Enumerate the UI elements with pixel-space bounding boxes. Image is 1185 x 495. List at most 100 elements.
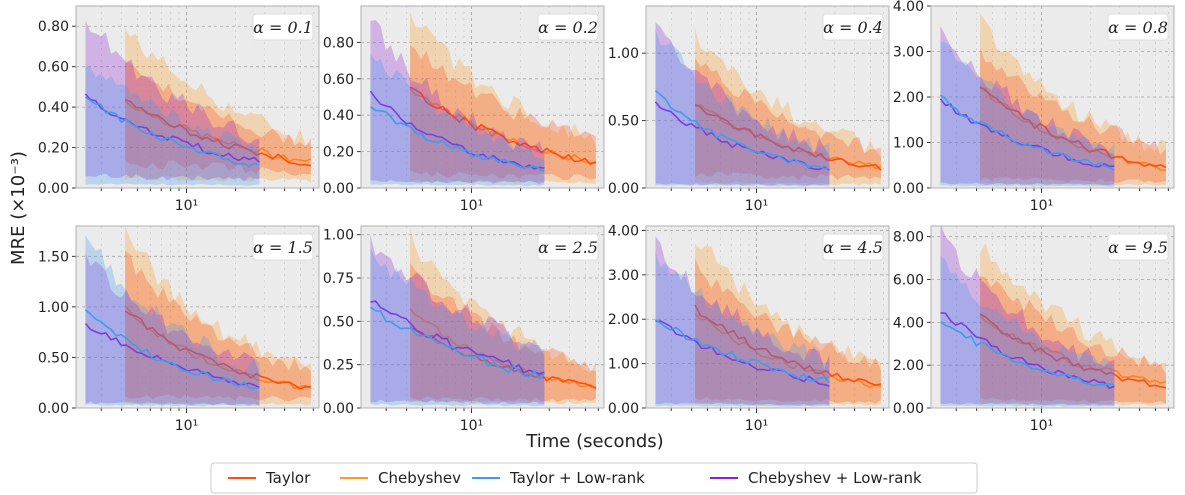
ytick-label: 2.00 (608, 312, 639, 328)
ytick-label: 0.50 (608, 114, 639, 130)
band-taylor-low-rank (940, 255, 1115, 407)
ytick-label: 0.60 (323, 72, 354, 88)
ytick-label: 0.50 (323, 314, 354, 330)
band-taylor (980, 276, 1166, 404)
band-chebyshev (410, 228, 596, 405)
alpha-label: α = 0.1 (253, 18, 313, 37)
panel-2: 0.00 0.20 0.40 0.60 0.80 10¹ α = 0.2 (323, 5, 605, 214)
band-chebyshev-low-rank (370, 235, 545, 405)
line-taylor-low-rank (84, 309, 260, 390)
band-chebyshev (980, 13, 1166, 186)
alpha-label-box (822, 233, 884, 261)
legend-box (210, 462, 978, 494)
band-chebyshev (410, 12, 596, 185)
line-taylor-low-rank (939, 94, 1115, 171)
plot-frame (930, 225, 1175, 409)
xtick-label: 10¹ (175, 198, 198, 214)
ytick-label: 4.00 (893, 315, 924, 331)
alpha-label: α = 2.5 (538, 238, 598, 257)
band-taylor (695, 57, 881, 181)
band-chebyshev-low-rank (370, 20, 545, 185)
line-taylor-low-rank (654, 90, 830, 170)
ytick-label: 2.00 (893, 358, 924, 374)
series-group (84, 20, 312, 187)
line-taylor (124, 310, 311, 390)
series-group (370, 228, 597, 407)
line-taylor-low-rank (369, 106, 545, 173)
band-taylor-low-rank (85, 235, 260, 407)
panel-6: 0.00 0.25 0.50 0.75 1.00 10¹ α = 2.5 (323, 225, 605, 434)
series-group (654, 22, 882, 187)
alpha-label-box (252, 233, 314, 261)
legend-label-taylor: Taylor (265, 469, 311, 487)
ytick-label: 1.50 (38, 249, 69, 265)
band-chebyshev (125, 226, 311, 406)
alpha-label: α = 0.8 (1108, 18, 1168, 37)
band-taylor (695, 257, 881, 404)
line-taylor (979, 86, 1167, 169)
ytick-label: 0.75 (323, 271, 354, 287)
ytick-label: 0.80 (323, 35, 354, 51)
band-chebyshev-low-rank (655, 236, 830, 406)
ytick-label: 0.00 (38, 181, 69, 197)
panels: 0.00 0.20 0.40 0.60 0.80 10¹ α = 0.1 0.00 0.20 0.… (38, 0, 1175, 434)
ytick-label: 1.00 (323, 228, 354, 244)
line-chebyshev-low-rank (369, 90, 545, 170)
band-taylor-low-rank (940, 41, 1115, 187)
series-group (84, 226, 312, 407)
band-taylor-low-rank (370, 53, 545, 187)
ytick-label: 1.00 (608, 46, 639, 62)
alpha-label-box (1107, 233, 1169, 261)
ytick-label: 0.40 (38, 100, 69, 116)
band-taylor (980, 47, 1166, 183)
legend-label-chebyshev-lowrank: Chebyshev + Low-rank (748, 469, 922, 487)
series-group (939, 13, 1167, 187)
ytick-label: 8.00 (893, 230, 924, 246)
ytick-label: 0.60 (38, 60, 69, 76)
alpha-label: α = 1.5 (253, 238, 313, 257)
plot-frame (645, 5, 890, 189)
line-taylor (409, 326, 597, 389)
ytick-label: 3.00 (608, 268, 639, 284)
ytick-label: 1.00 (38, 300, 69, 316)
xtick-label: 10¹ (460, 198, 483, 214)
line-taylor-low-rank (84, 96, 260, 168)
band-chebyshev-low-rank (655, 22, 830, 186)
band-taylor (125, 62, 311, 176)
line-chebyshev-low-rank (84, 93, 260, 163)
xtick-label: 10¹ (745, 198, 768, 214)
xtick-label: 10¹ (745, 418, 768, 434)
xtick-label: 10¹ (175, 418, 198, 434)
ytick-label: 2.00 (893, 90, 924, 106)
line-taylor (409, 86, 597, 166)
ytick-label: 0.40 (323, 108, 354, 124)
ytick-label: 0.00 (608, 181, 639, 197)
alpha-label-box (1107, 13, 1169, 41)
alpha-label-box (537, 233, 599, 261)
line-taylor-low-rank (655, 319, 830, 383)
series-group (939, 226, 1167, 407)
plot-frame (75, 225, 320, 409)
ytick-label: 1.00 (893, 136, 924, 152)
xtick-label: 10¹ (1030, 418, 1053, 434)
xtick-label: 10¹ (460, 418, 483, 434)
ytick-label: 0.20 (323, 145, 354, 161)
line-taylor (694, 103, 882, 171)
band-chebyshev-low-rank (940, 226, 1115, 406)
band-taylor-low-rank (370, 247, 545, 407)
band-taylor-low-rank (85, 65, 260, 187)
ytick-label: 0.00 (893, 401, 924, 417)
ytick-label: 1.00 (608, 357, 639, 373)
band-taylor (410, 262, 596, 403)
line-taylor (979, 313, 1167, 389)
series-group (655, 236, 882, 407)
ytick-label: 0.00 (38, 401, 69, 417)
alpha-label-box (537, 13, 599, 41)
band-chebyshev-low-rank (85, 20, 260, 182)
xtick-label: 10¹ (1030, 198, 1053, 214)
band-chebyshev (125, 29, 311, 184)
line-taylor-low-rank (939, 321, 1115, 387)
ytick-label: 0.20 (38, 141, 69, 157)
alpha-label: α = 9.5 (1108, 238, 1168, 257)
